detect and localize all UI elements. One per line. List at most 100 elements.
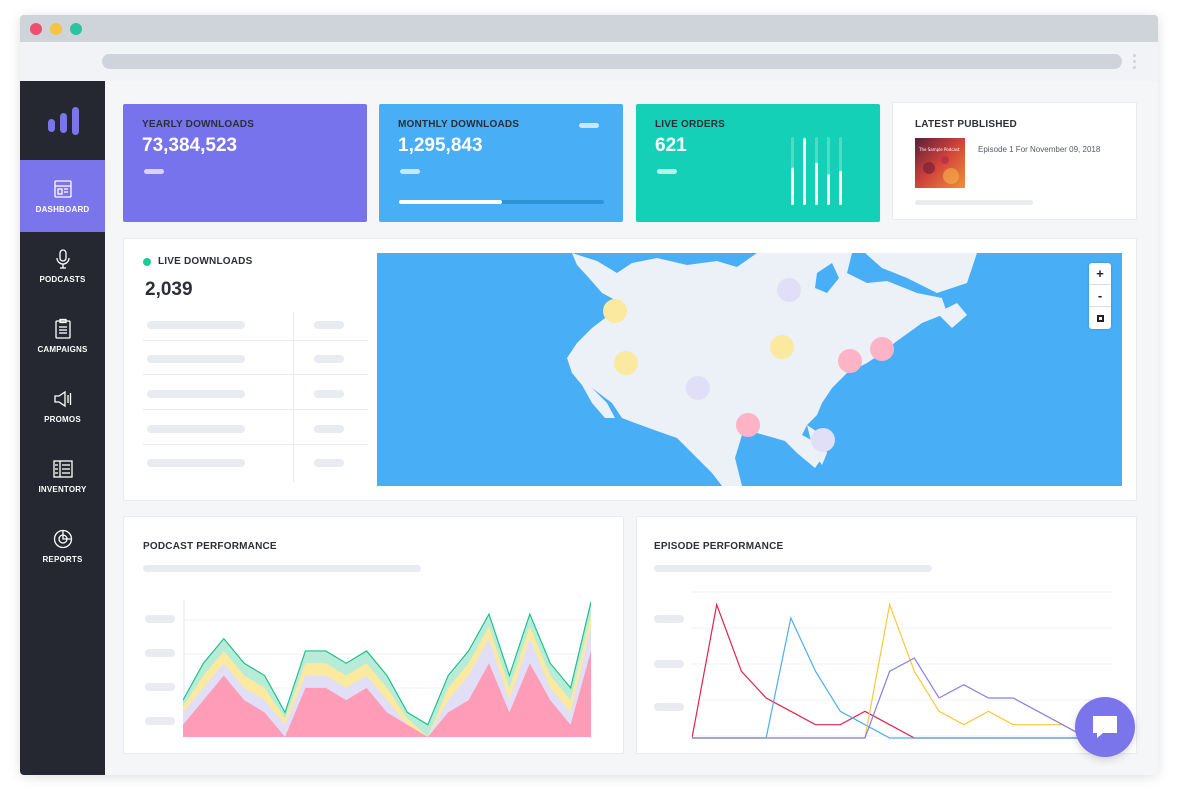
map-marker[interactable] [838,349,862,373]
status-dot-icon [143,258,151,266]
card-value: 73,384,523 [142,135,238,156]
table-row [314,425,344,433]
greenland-landmass [865,253,977,293]
sidebar-item-campaigns[interactable]: CAMPAIGNS [20,300,105,372]
axis-placeholder [145,649,175,657]
map-marker[interactable] [603,299,627,323]
sidebar-item-label: PROMOS [44,415,81,424]
maximize-dot[interactable] [70,23,82,35]
yearly-downloads-card[interactable]: YEARLY DOWNLOADS 73,384,523 [123,104,367,222]
table-row [147,459,245,467]
progress-fill [399,200,502,204]
sidebar: DASHBOARD PODCASTS CAMPAIGNS PROMOS INVE… [20,81,105,775]
clipboard-icon [54,318,71,339]
bar [791,167,794,205]
bar [803,138,806,205]
zoom-out-button[interactable]: - [1089,285,1111,307]
map-marker[interactable] [777,278,801,302]
card-label: YEARLY DOWNLOADS [142,119,255,130]
fullscreen-icon [1096,314,1104,322]
map-marker[interactable] [811,428,835,452]
sidebar-item-label: DASHBOARD [35,205,90,214]
sidebar-item-label: PODCASTS [39,275,86,284]
panel-title: PODCAST PERFORMANCE [143,541,277,552]
close-dot[interactable] [30,23,42,35]
sidebar-item-inventory[interactable]: INVENTORY [20,440,105,512]
pie-chart-icon [53,529,72,549]
map-marker[interactable] [614,351,638,375]
table-row [314,355,344,363]
fullscreen-button[interactable] [1089,307,1111,329]
chat-bubble-icon [1093,716,1117,738]
table-row [147,355,245,363]
map-marker[interactable] [736,413,760,437]
episode-performance-chart[interactable] [692,590,1112,740]
bar [815,162,818,205]
kebab-menu-icon[interactable] [1133,54,1136,69]
card-value: 621 [655,135,687,156]
list-icon [52,460,73,478]
line-series [692,616,1112,739]
podcast-performance-chart[interactable] [183,590,591,737]
placeholder-pill [143,565,421,572]
live-downloads-panel: LIVE DOWNLOADS 2,039 [123,238,1137,501]
table-row [147,425,245,433]
sidebar-item-podcasts[interactable]: PODCASTS [20,230,105,302]
bar [827,174,830,205]
sidebar-item-dashboard[interactable]: DASHBOARD [20,160,105,232]
table-row [147,321,245,329]
axis-placeholder [654,615,684,623]
live-downloads-value: 2,039 [145,279,193,300]
card-label: LIVE ORDERS [655,119,725,130]
minimize-dot[interactable] [50,23,62,35]
latest-published-card[interactable]: LATEST PUBLISHED The Sample Podcast Epis… [892,102,1137,220]
episode-title[interactable]: Episode 1 For November 09, 2018 [978,145,1101,154]
live-orders-card[interactable]: LIVE ORDERS 621 [636,104,880,222]
card-label: MONTHLY DOWNLOADS [398,119,520,130]
map-zoom-controls: + - [1089,263,1111,329]
area-top-line [183,601,591,726]
placeholder-pill [400,169,420,174]
cover-title: The Sample Podcast [918,147,960,152]
podcast-cover-image[interactable]: The Sample Podcast [915,138,965,188]
table-row [314,321,344,329]
newfoundland-landmass [937,303,967,328]
table-row [314,459,344,467]
north-america-landmass [567,253,947,486]
address-row [20,42,1158,81]
monthly-downloads-card[interactable]: MONTHLY DOWNLOADS 1,295,843 [379,104,623,222]
downloads-map[interactable] [377,253,1122,486]
podcast-performance-panel: PODCAST PERFORMANCE [123,516,624,754]
map-marker[interactable] [870,337,894,361]
logo-icon [48,107,79,135]
chat-button[interactable] [1075,697,1135,757]
address-bar[interactable] [102,54,1122,69]
sidebar-item-label: CAMPAIGNS [37,345,88,354]
title-bar [20,15,1158,42]
area-series [183,650,591,737]
table-divider [293,312,294,482]
card-value: 1,295,843 [398,135,483,156]
dashboard-icon [53,180,72,198]
placeholder-pill [654,565,932,572]
table-row [314,390,344,398]
axis-placeholder [145,717,175,725]
panel-title: EPISODE PERFORMANCE [654,541,784,552]
browser-window: DASHBOARD PODCASTS CAMPAIGNS PROMOS INVE… [20,15,1158,775]
sidebar-item-reports[interactable]: REPORTS [20,510,105,582]
lake-shape [815,263,839,293]
axis-placeholder [654,660,684,668]
sidebar-item-promos[interactable]: PROMOS [20,370,105,442]
episode-performance-panel: EPISODE PERFORMANCE [636,516,1137,754]
placeholder-pill [657,169,677,174]
live-downloads-label: LIVE DOWNLOADS [158,256,253,267]
map-marker[interactable] [770,335,794,359]
megaphone-icon [53,390,71,408]
main-content: YEARLY DOWNLOADS 73,384,523 MONTHLY DOWN… [105,81,1158,775]
zoom-in-button[interactable]: + [1089,263,1111,285]
line-series [692,657,1112,739]
map-marker[interactable] [686,376,710,400]
microphone-icon [55,249,70,269]
placeholder-pill [579,123,599,128]
placeholder-pill [144,169,164,174]
